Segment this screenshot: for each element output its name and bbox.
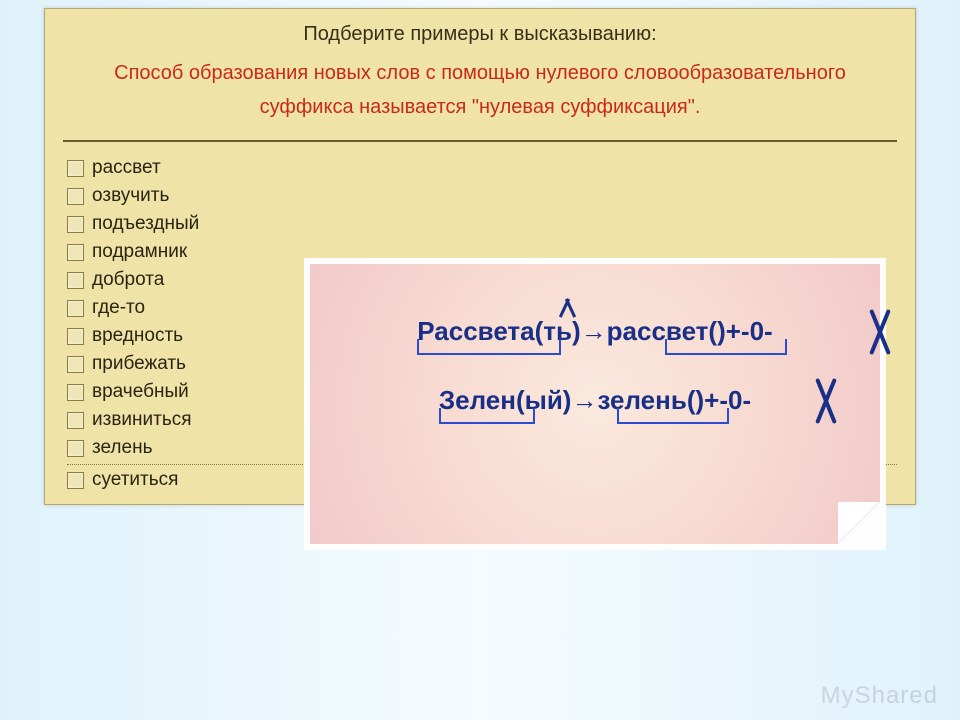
option-label: врачебный — [92, 381, 189, 403]
card-inner: Рассвета(ть)→рассвет()+-0- Зелен(ый)→зел… — [310, 264, 880, 434]
exercise-panel: Подберите примеры к высказыванию: Способ… — [44, 8, 916, 505]
suffix-caret-icon — [555, 296, 579, 320]
checkbox-icon[interactable] — [67, 356, 84, 373]
checkbox-icon[interactable] — [67, 244, 84, 261]
option-row[interactable]: рассвет — [67, 154, 897, 182]
option-label: прибежать — [92, 353, 186, 375]
option-label: подъездный — [92, 213, 199, 235]
option-row[interactable]: подъездный — [67, 210, 897, 238]
option-row[interactable]: подрамник — [67, 238, 897, 266]
checkbox-icon[interactable] — [67, 412, 84, 429]
cross-out-icon — [809, 377, 843, 425]
option-label: извиниться — [92, 409, 192, 431]
divider — [63, 140, 897, 142]
instruction-text: Подберите примеры к высказыванию: — [65, 23, 895, 46]
checkbox-icon[interactable] — [67, 440, 84, 457]
derivation-line-1: Рассвета(ть)→рассвет()+-0- — [417, 316, 772, 347]
derivation-line-2: Зелен(ый)→зелень()+-0- — [439, 385, 751, 416]
panel-header: Подберите примеры к высказыванию: Способ… — [45, 9, 915, 134]
checkbox-icon[interactable] — [67, 160, 84, 177]
option-label: рассвет — [92, 157, 161, 179]
root-underline — [417, 339, 561, 355]
page-fold-icon — [838, 502, 880, 544]
statement-text: Способ образования новых слов с помощью … — [65, 56, 895, 124]
checkbox-icon[interactable] — [67, 272, 84, 289]
root-underline — [617, 408, 729, 424]
checkbox-icon[interactable] — [67, 384, 84, 401]
option-label: озвучить — [92, 185, 169, 207]
cross-out-icon — [863, 308, 897, 356]
option-label: доброта — [92, 269, 164, 291]
option-label: вредность — [92, 325, 183, 347]
option-label: где-то — [92, 297, 145, 319]
checkbox-icon[interactable] — [67, 216, 84, 233]
checkbox-icon[interactable] — [67, 328, 84, 345]
checkbox-icon[interactable] — [67, 300, 84, 317]
option-label: подрамник — [92, 241, 187, 263]
checkbox-icon[interactable] — [67, 472, 84, 489]
option-label: зелень — [92, 437, 152, 459]
root-underline — [665, 339, 787, 355]
watermark-text: MyShared — [821, 682, 938, 710]
explanation-card: Рассвета(ть)→рассвет()+-0- Зелен(ый)→зел… — [310, 264, 880, 544]
checkbox-icon[interactable] — [67, 188, 84, 205]
root-underline — [439, 408, 535, 424]
option-label: суетиться — [92, 469, 178, 491]
option-row[interactable]: озвучить — [67, 182, 897, 210]
